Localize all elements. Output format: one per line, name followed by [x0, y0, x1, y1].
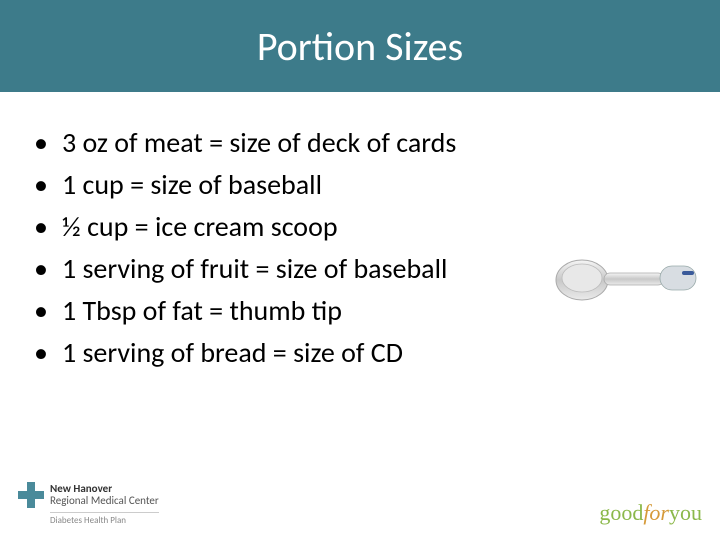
content-area: • 3 oz of meat = size of deck of cards •…	[0, 92, 720, 372]
hospital-logo: New Hanover Regional Medical Center Diab…	[18, 482, 159, 526]
bullet-text: 1 serving of bread = size of CD	[62, 334, 403, 372]
bullet-icon: •	[34, 334, 48, 372]
bullet-text: ½ cup = ice cream scoop	[62, 208, 338, 246]
footer: New Hanover Regional Medical Center Diab…	[18, 482, 702, 526]
list-item: • 1 serving of bread = size of CD	[30, 334, 690, 372]
bullet-icon: •	[34, 250, 48, 288]
bullet-text: 1 cup = size of baseball	[62, 166, 322, 204]
bullet-icon: •	[34, 208, 48, 246]
list-item: • 3 oz of meat = size of deck of cards	[30, 124, 690, 162]
bullet-text: 1 Tbsp of fat = thumb tip	[62, 292, 342, 330]
title-bar: Portion Sizes	[0, 0, 720, 92]
slide-title: Portion Sizes	[257, 22, 463, 71]
bullet-icon: •	[34, 124, 48, 162]
bullet-text: 3 oz of meat = size of deck of cards	[62, 124, 456, 162]
ice-cream-scoop-image	[552, 235, 702, 305]
hospital-subtitle: Diabetes Health Plan	[50, 512, 159, 526]
hospital-name: New Hanover Regional Medical Center	[50, 483, 159, 507]
bullet-text: 1 serving of fruit = size of baseball	[62, 250, 447, 288]
goodforyou-logo: goodforyou	[599, 500, 702, 526]
bullet-icon: •	[34, 166, 48, 204]
bullet-icon: •	[34, 292, 48, 330]
list-item: • 1 cup = size of baseball	[30, 166, 690, 204]
cross-icon	[18, 482, 44, 508]
